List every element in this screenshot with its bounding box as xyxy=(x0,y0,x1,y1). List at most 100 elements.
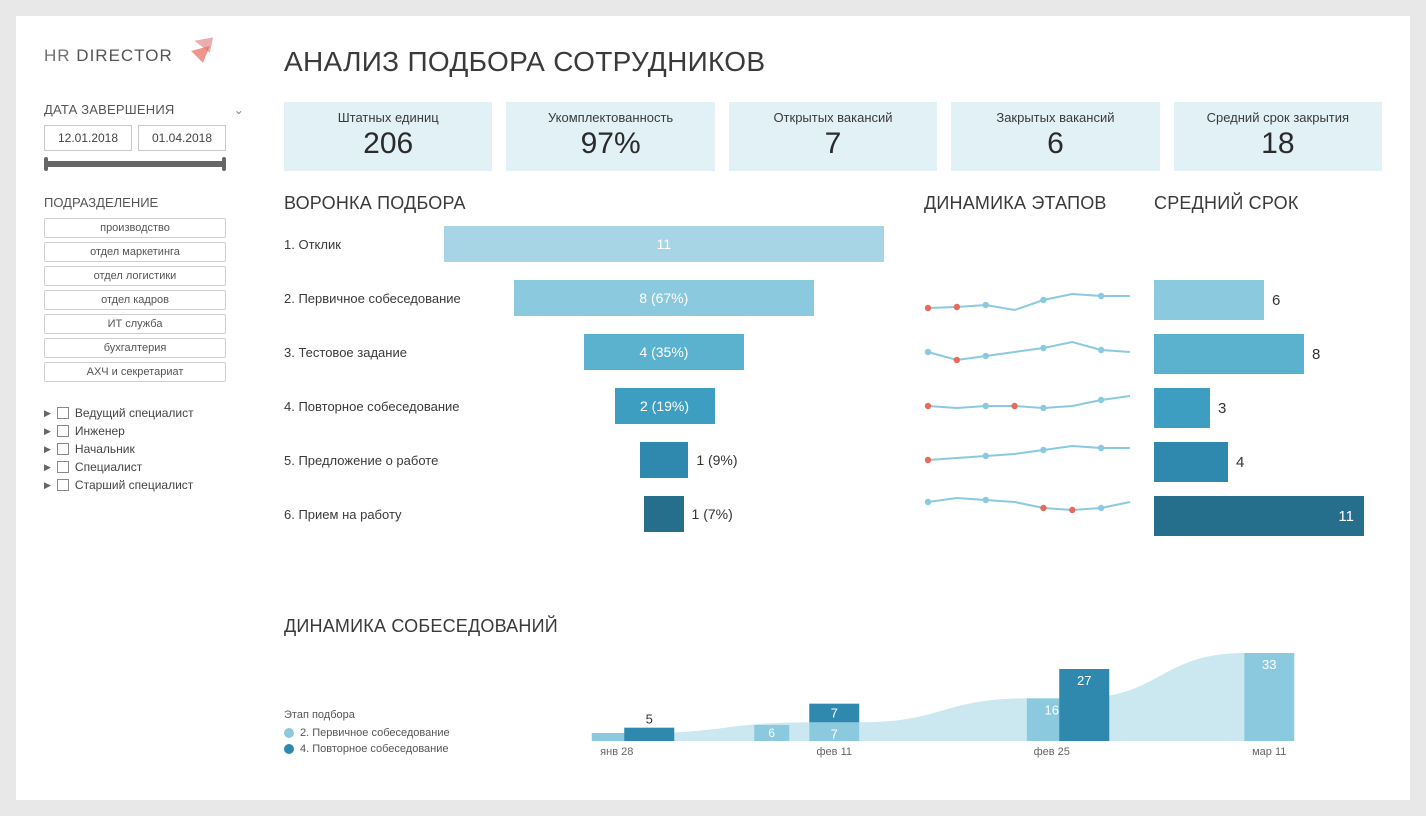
kpi-card: Укомплектованность 97% xyxy=(506,102,714,171)
kpi-value: 97% xyxy=(512,127,708,161)
avg-value-label: 3 xyxy=(1218,388,1226,428)
funnel-bar: 11 xyxy=(444,226,884,262)
checkbox-icon[interactable] xyxy=(57,479,69,491)
svg-text:33: 33 xyxy=(1262,657,1276,672)
checkbox-icon[interactable] xyxy=(57,425,69,437)
department-filter-label: ПОДРАЗДЕЛЕНИЕ xyxy=(44,195,244,210)
role-filter-item[interactable]: ▶ Начальник xyxy=(44,442,244,456)
avg-bar xyxy=(1154,388,1210,428)
sidebar: HR DIRECTOR ДАТА ЗАВЕРШЕНИЯ ⌄ 12.01.2018… xyxy=(44,46,244,492)
funnel-bar-axis: 2 (19%) xyxy=(472,388,905,424)
role-filter-item[interactable]: ▶ Инженер xyxy=(44,424,244,438)
kpi-label: Штатных единиц xyxy=(290,110,486,125)
svg-text:6: 6 xyxy=(768,726,775,740)
logo-text-2: DIRECTOR xyxy=(76,46,172,65)
charts-row: 1. Отклик 11 2. Первичное собеседование 8 (… xyxy=(284,224,1382,550)
svg-text:5: 5 xyxy=(646,712,653,727)
avg-bar xyxy=(1154,334,1304,374)
department-button[interactable]: производство xyxy=(44,218,226,238)
logo-text-1: HR xyxy=(44,46,71,65)
funnel-title: ВОРОНКА ПОДБОРА xyxy=(284,193,904,214)
kpi-card: Закрытых вакансий 6 xyxy=(951,102,1159,171)
role-label: Ведущий специалист xyxy=(75,406,194,420)
svg-text:16: 16 xyxy=(1045,702,1059,717)
checkbox-icon[interactable] xyxy=(57,443,69,455)
role-label: Старший специалист xyxy=(75,478,193,492)
funnel-bar xyxy=(644,496,684,532)
role-filter-item[interactable]: ▶ Старший специалист xyxy=(44,478,244,492)
date-to-input[interactable]: 01.04.2018 xyxy=(138,125,226,151)
date-filter-heading[interactable]: ДАТА ЗАВЕРШЕНИЯ ⌄ xyxy=(44,102,244,117)
main-area: АНАЛИЗ ПОДБОРА СОТРУДНИКОВ Штатных едини… xyxy=(284,46,1382,550)
dashboard-page: HR DIRECTOR ДАТА ЗАВЕРШЕНИЯ ⌄ 12.01.2018… xyxy=(16,16,1410,800)
logo: HR DIRECTOR xyxy=(44,46,244,66)
department-button[interactable]: бухгалтерия xyxy=(44,338,226,358)
department-button[interactable]: отдел логистики xyxy=(44,266,226,286)
date-range-slider[interactable] xyxy=(44,161,226,167)
logo-icon xyxy=(186,34,220,68)
sparkline xyxy=(924,330,1134,376)
legend: Этап подбора 2. Первичное собеседование … xyxy=(284,709,474,759)
svg-text:27: 27 xyxy=(1077,673,1091,688)
legend-swatch xyxy=(284,728,294,738)
sparkline xyxy=(924,280,1134,326)
department-list: производство отдел маркетинга отдел логист… xyxy=(44,218,244,382)
funnel-bar-axis: 4 (35%) xyxy=(419,334,904,370)
sparkline xyxy=(924,430,1134,476)
funnel-step: 6. Прием на работу 1 (7%) xyxy=(284,494,904,534)
bottom-content: Этап подбора 2. Первичное собеседование … xyxy=(284,649,1382,759)
expand-icon: ▶ xyxy=(44,426,51,437)
role-label: Начальник xyxy=(75,442,135,456)
checkbox-icon[interactable] xyxy=(57,407,69,419)
funnel-bar-axis: 8 (67%) xyxy=(473,280,904,316)
interview-dynamics-chart: 5янв 28677фев 111627фев 2533мар 11 xyxy=(504,649,1382,759)
checkbox-icon[interactable] xyxy=(57,461,69,473)
avg-bar-row: 4 xyxy=(1154,442,1382,482)
funnel-step-label: 3. Тестовое задание xyxy=(284,345,407,360)
department-button[interactable]: отдел кадров xyxy=(44,290,226,310)
department-button[interactable]: отдел маркетинга xyxy=(44,242,226,262)
kpi-value: 6 xyxy=(957,127,1153,161)
role-label: Инженер xyxy=(75,424,125,438)
kpi-label: Закрытых вакансий xyxy=(957,110,1153,125)
kpi-card: Открытых вакансий 7 xyxy=(729,102,937,171)
sparkline xyxy=(924,480,1134,526)
funnel-step: 3. Тестовое задание 4 (35%) xyxy=(284,332,904,372)
funnel-step-label: 5. Предложение о работе xyxy=(284,453,438,468)
role-filter-item[interactable]: ▶ Ведущий специалист xyxy=(44,406,244,420)
svg-text:фев 25: фев 25 xyxy=(1034,746,1070,758)
date-from-input[interactable]: 12.01.2018 xyxy=(44,125,132,151)
kpi-row: Штатных единиц 206 Укомплектованность 97%… xyxy=(284,102,1382,171)
funnel-step: 5. Предложение о работе1 (9%) xyxy=(284,440,904,480)
avg-bar-row: 3 xyxy=(1154,388,1382,428)
dynamics-title: ДИНАМИКА ЭТАПОВ xyxy=(924,193,1134,214)
funnel-step: 1. Отклик 11 xyxy=(284,224,904,264)
department-button[interactable]: АХЧ и секретариат xyxy=(44,362,226,382)
department-button[interactable]: ИТ служба xyxy=(44,314,226,334)
funnel-step-label: 6. Прием на работу xyxy=(284,507,402,522)
chevron-down-icon: ⌄ xyxy=(234,103,244,117)
kpi-card: Средний срок закрытия 18 xyxy=(1174,102,1382,171)
legend-item[interactable]: 2. Первичное собеседование xyxy=(284,727,474,739)
avg-value-label: 6 xyxy=(1272,280,1280,320)
legend-title: Этап подбора xyxy=(284,709,474,721)
bottom-title: ДИНАМИКА СОБЕСЕДОВАНИЙ xyxy=(284,616,1382,637)
funnel-step-label: 1. Отклик xyxy=(284,237,341,252)
funnel-value-label: 1 (7%) xyxy=(684,496,733,532)
svg-text:янв 28: янв 28 xyxy=(600,746,633,758)
kpi-value: 7 xyxy=(735,127,931,161)
kpi-value: 206 xyxy=(290,127,486,161)
page-title: АНАЛИЗ ПОДБОРА СОТРУДНИКОВ xyxy=(284,46,1382,78)
funnel-step-label: 4. Повторное собеседование xyxy=(284,399,460,414)
avg-bar: 11 xyxy=(1154,496,1364,536)
avg-bar-row: 11 xyxy=(1154,496,1382,536)
funnel-step-label: 2. Первичное собеседование xyxy=(284,291,461,306)
kpi-value: 18 xyxy=(1180,127,1376,161)
expand-icon: ▶ xyxy=(44,462,51,473)
avg-value-label: 4 xyxy=(1236,442,1244,482)
role-filter-item[interactable]: ▶ Специалист xyxy=(44,460,244,474)
avg-duration-bars: 683411 xyxy=(1154,224,1382,550)
legend-item[interactable]: 4. Повторное собеседование xyxy=(284,743,474,755)
avg-bar xyxy=(1154,442,1228,482)
kpi-label: Открытых вакансий xyxy=(735,110,931,125)
